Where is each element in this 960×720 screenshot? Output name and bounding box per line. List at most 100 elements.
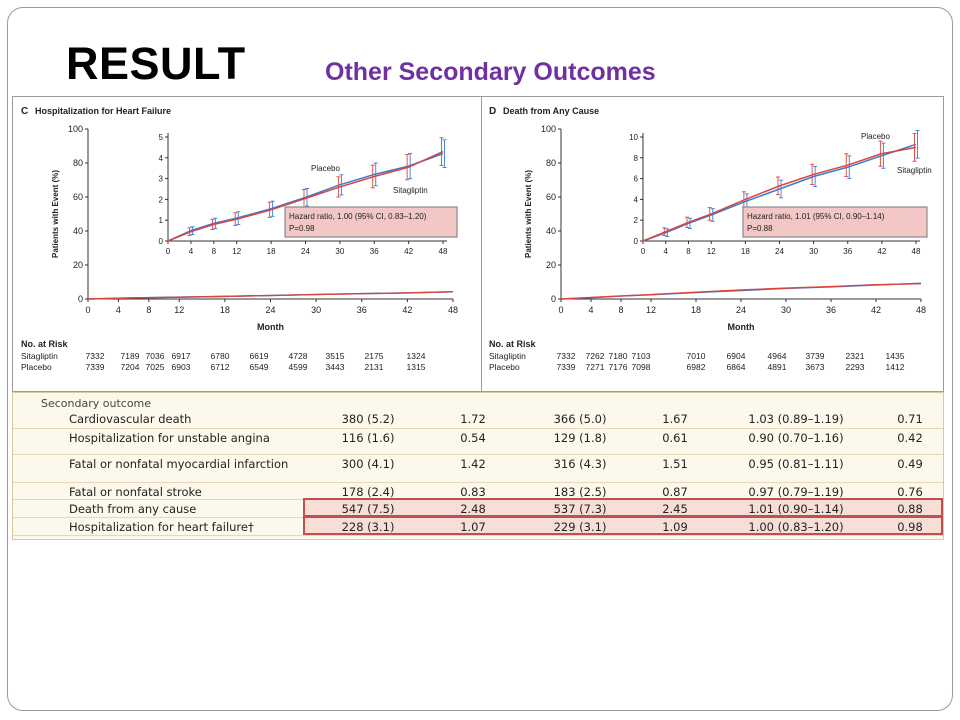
p-value-text: P=0.88	[747, 224, 773, 233]
inset-x-tick-label: 18	[267, 247, 276, 256]
risk-value: 3443	[326, 362, 345, 372]
inset-x-tick-label: 48	[912, 247, 921, 256]
risk-value: 7332	[557, 351, 576, 361]
risk-value: 1324	[407, 351, 426, 361]
risk-value: 7339	[86, 362, 105, 372]
inset-x-tick-label: 4	[189, 247, 194, 256]
inset-label-sitagliptin: Sitagliptin	[897, 166, 932, 175]
risk-row-name: Placebo	[489, 362, 520, 372]
main-x-tick-label: 30	[311, 305, 321, 315]
inset-y-tick-label: 2	[634, 216, 639, 225]
outcome-value-sita-rate: 1.42	[460, 457, 486, 471]
secondary-outcome-table: Secondary outcome Cardiovascular death 38…	[12, 392, 944, 540]
main-x-tick-label: 36	[826, 305, 836, 315]
outcome-value-plac-n: 229 (3.1)	[553, 520, 607, 534]
main-x-tick-label: 18	[220, 305, 230, 315]
inset-x-tick-label: 8	[686, 247, 691, 256]
kaplan-meier-figure: C Hospitalization for Heart Failure 0 20 40 6…	[12, 96, 944, 392]
outcome-value-plac-rate: 0.61	[662, 431, 688, 445]
inset-curve-sitagliptin	[642, 143, 917, 242]
risk-value: 6917	[172, 351, 191, 361]
main-x-tick-label: 36	[357, 305, 367, 315]
outcome-value-p: 0.49	[897, 457, 923, 471]
main-y-tick-label: 60	[73, 192, 83, 202]
main-x-tick-label: 30	[781, 305, 791, 315]
outcome-value-sita-n: 228 (3.1)	[341, 520, 395, 534]
outcome-value-sita-rate: 0.54	[460, 431, 486, 445]
outcome-value-plac-n: 316 (4.3)	[553, 457, 607, 471]
inset-y-tick-label: 3	[159, 175, 164, 184]
risk-value: 3515	[326, 351, 345, 361]
inset-label-placebo: Placebo	[861, 132, 890, 141]
main-x-tick-label: 24	[265, 305, 275, 315]
hazard-ratio-box	[284, 206, 458, 238]
main-y-axis-label: Patients with Event (%)	[524, 170, 533, 258]
risk-value: 7189	[121, 351, 140, 361]
outcome-value-hr: 1.03 (0.89–1.19)	[748, 412, 844, 426]
main-y-tick-label: 20	[73, 260, 83, 270]
outcome-value-p: 0.42	[897, 431, 923, 445]
main-x-axis-label: Month	[728, 322, 755, 332]
inset-curve-placebo	[642, 146, 917, 242]
main-y-tick-label: 20	[546, 260, 556, 270]
risk-value: 4891	[768, 362, 787, 372]
risk-value: 7339	[557, 362, 576, 372]
inset-y-tick-label: 6	[634, 175, 639, 184]
inset-y-tick-label: 4	[159, 154, 164, 163]
risk-value: 6549	[250, 362, 269, 372]
inset-y-tick-label: 0	[634, 237, 639, 246]
risk-value: 1412	[886, 362, 905, 372]
outcome-value-plac-n: 366 (5.0)	[553, 412, 607, 426]
slide-title: RESULT	[66, 38, 246, 89]
risk-value: 3673	[806, 362, 825, 372]
risk-value: 6712	[211, 362, 230, 372]
outcome-value-sita-rate: 1.72	[460, 412, 486, 426]
main-y-tick-label: 0	[551, 294, 556, 304]
risk-row-name: Sitagliptin	[489, 351, 526, 361]
inset-x-tick-label: 42	[877, 247, 886, 256]
inset-label-placebo: Placebo	[311, 164, 340, 173]
outcome-label: Death from any cause	[69, 502, 197, 516]
risk-value: 1315	[407, 362, 426, 372]
slide-subtitle: Other Secondary Outcomes	[325, 58, 656, 86]
main-y-tick-label: 100	[541, 124, 556, 134]
outcome-value-p: 0.76	[897, 485, 923, 499]
panel-label: C	[21, 106, 28, 117]
inset-y-tick-label: 10	[629, 133, 638, 142]
risk-value: 6904	[727, 351, 746, 361]
outcome-value-sita-n: 547 (7.5)	[341, 502, 395, 516]
outcome-value-sita-rate: 2.48	[460, 502, 486, 516]
outcome-value-p: 0.98	[897, 520, 923, 534]
risk-table-header: No. at Risk	[21, 339, 69, 349]
inset-x-tick-label: 36	[370, 247, 379, 256]
main-x-tick-label: 42	[402, 305, 412, 315]
panel-title: Hospitalization for Heart Failure	[35, 106, 171, 116]
risk-value: 7025	[146, 362, 165, 372]
panel-label: D	[489, 106, 496, 117]
risk-value: 4728	[289, 351, 308, 361]
outcome-value-plac-n: 183 (2.5)	[553, 485, 607, 499]
inset-x-tick-label: 42	[404, 247, 413, 256]
hazard-ratio-text: Hazard ratio, 1.01 (95% CI, 0.90–1.14)	[747, 212, 885, 221]
inset-y-tick-label: 8	[634, 154, 639, 163]
highlight-box	[303, 516, 943, 535]
main-x-tick-label: 48	[448, 305, 458, 315]
main-y-tick-label: 40	[546, 226, 556, 236]
risk-value: 7010	[687, 351, 706, 361]
panel-c-chart: C Hospitalization for Heart Failure020406…	[21, 106, 458, 372]
outcome-value-plac-n: 537 (7.3)	[553, 502, 607, 516]
risk-value: 6903	[172, 362, 191, 372]
main-y-tick-label: 40	[73, 226, 83, 236]
outcome-label: Hospitalization for heart failure†	[69, 520, 254, 534]
main-x-axis-label: Month	[257, 322, 284, 332]
inset-x-tick-label: 24	[301, 247, 310, 256]
outcome-value-sita-rate: 1.07	[460, 520, 486, 534]
outcome-value-hr: 0.97 (0.79–1.19)	[748, 485, 844, 499]
outcome-value-plac-rate: 2.45	[662, 502, 688, 516]
p-value-text: P=0.98	[289, 224, 315, 233]
inset-label-sitagliptin: Sitagliptin	[393, 186, 428, 195]
outcome-value-plac-rate: 1.67	[662, 412, 688, 426]
main-x-tick-label: 4	[116, 305, 121, 315]
inset-x-tick-label: 30	[809, 247, 818, 256]
outcome-value-p: 0.71	[897, 412, 923, 426]
